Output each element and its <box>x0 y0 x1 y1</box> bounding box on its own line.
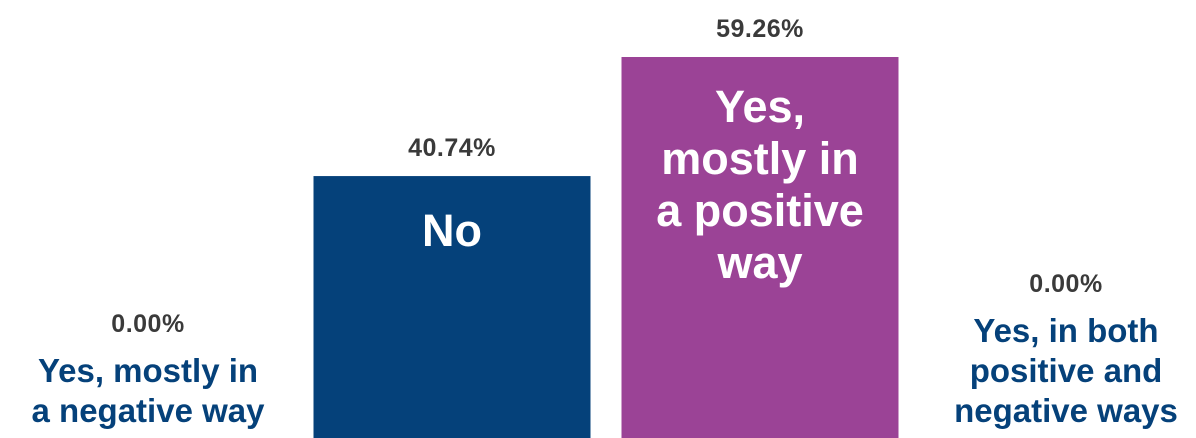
data-label-4: 0.00% <box>1029 270 1102 298</box>
data-label-1: 0.00% <box>111 310 184 338</box>
bar-3 <box>621 57 899 438</box>
category-label-4: Yes, in both positive and negative ways <box>954 312 1178 429</box>
category-label-2: No <box>422 205 482 256</box>
category-label-3: Yes, mostly in a positive way <box>656 81 864 288</box>
bar-2 <box>313 176 591 438</box>
data-label-3: 59.26% <box>716 15 804 43</box>
data-label-2: 40.74% <box>408 134 496 162</box>
category-label-1: Yes, mostly in a negative way <box>32 352 266 429</box>
